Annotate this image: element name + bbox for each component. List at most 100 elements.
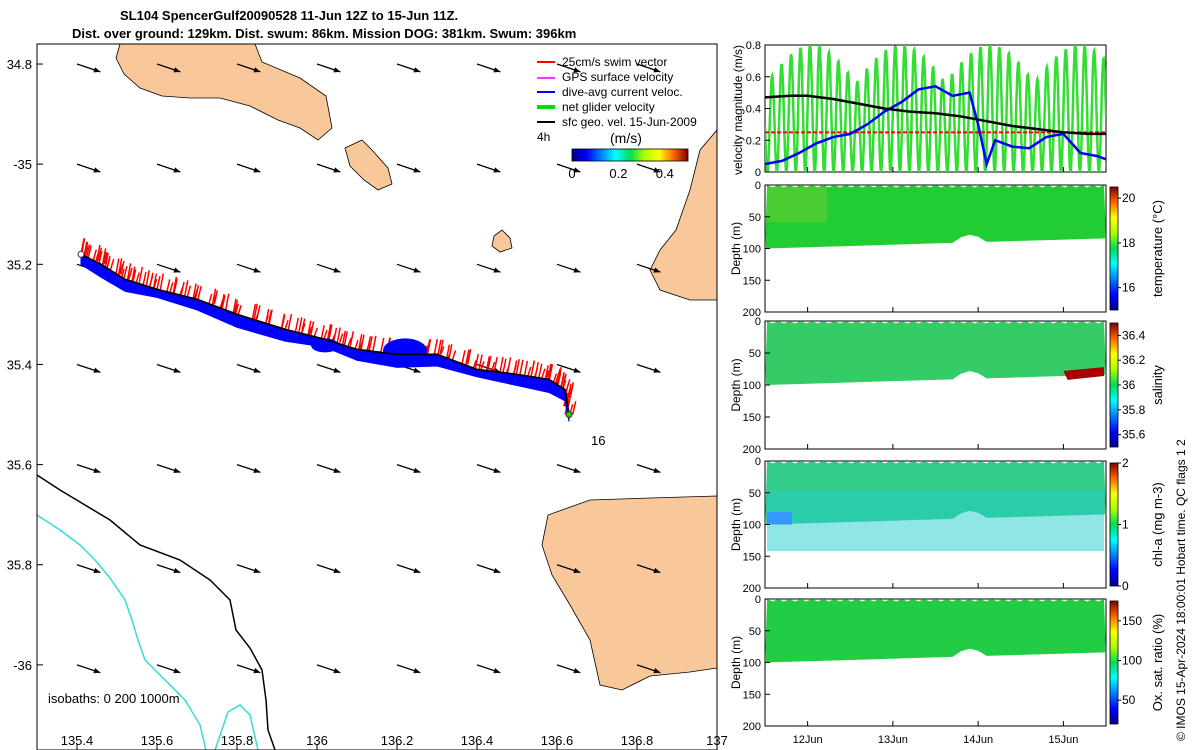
sfc-arrow-head: [93, 567, 101, 574]
series-sfc-geo-velocity: [765, 94, 1106, 136]
map-x-tick-label: 136: [306, 733, 328, 748]
sfc-arrow-head: [493, 467, 501, 473]
track-end-marker: [565, 411, 573, 419]
sfc-arrow-head: [653, 567, 661, 574]
chla-cyan-band: [767, 491, 1104, 551]
salinity-colorbar-tick-label: 35.8: [1122, 403, 1146, 417]
chla-colorbar-tick-label: 1: [1122, 518, 1129, 532]
oxygen-y-tick-label: 150: [743, 689, 761, 701]
map-y-tick-label: 35.4: [7, 357, 32, 372]
oxygen-data: [765, 599, 1106, 663]
chla-y-tick-label: 0: [755, 456, 761, 468]
temperature-colorbar-tick-label: 18: [1122, 236, 1136, 250]
temperature-data: [765, 185, 1106, 249]
sfc-arrow-head: [573, 467, 581, 473]
sfc-arrow-head: [573, 668, 581, 674]
salinity-y-tick-label: 200: [743, 444, 761, 456]
temperature-colorbar-tick-label: 20: [1122, 191, 1136, 205]
chart-title-line2: Dist. over ground: 129km. Dist. swum: 86…: [72, 26, 577, 41]
map-colorbar-tick-label: 0: [568, 166, 575, 181]
sfc-arrow-head: [253, 67, 261, 73]
velocity-y-tick-label: 0.4: [746, 104, 761, 116]
temperature-y-tick-label: 0: [755, 180, 761, 192]
salinity-y-tick-label: 100: [743, 380, 761, 392]
isobath-1000: [37, 514, 207, 750]
chla-y-tick-label: 200: [743, 583, 761, 595]
land-fleurieu: [649, 129, 717, 301]
sfc-arrow-head: [333, 167, 341, 173]
chla-colorbar-label: chl-a (mg m-3): [1150, 482, 1165, 567]
velocity-ylabel: velocity magnitude (m/s): [731, 45, 745, 175]
isobath-1000-b: [214, 704, 259, 750]
time-axis: 12Jun 13Jun 14Jun 15Jun: [793, 734, 1079, 746]
temperature-colorbar: [1109, 186, 1119, 311]
velocity-y-tick-label: 0: [755, 167, 761, 179]
oxygen-y-tick-label: 100: [743, 658, 761, 670]
dive-avg-current-blob: [383, 338, 427, 363]
salinity-y-tick-label: 50: [749, 348, 761, 360]
sfc-arrow-head: [253, 367, 261, 373]
panel-chla: 0 50 100 150 200 Depth (m) 0 1 2 chl-a (mg m-3): [729, 456, 1165, 595]
chla-colorbar-tick-label: 0: [1122, 579, 1129, 593]
velocity-series: [765, 45, 1106, 172]
panel-temperature: 0 50 100 150 200 Depth (m) 16 18 20 temperature (…: [729, 180, 1165, 319]
sfc-arrow-head: [573, 67, 581, 73]
oxygen-y-tick-label: 0: [755, 594, 761, 606]
oxygen-colorbar-tick-label: 100: [1122, 654, 1142, 668]
annotation-16: 16: [591, 433, 605, 448]
sfc-arrow-head: [493, 267, 501, 273]
velocity-y-tick-label: 0.8: [746, 40, 761, 52]
map-colorbar-ticks: 0 0.2 0.4: [568, 166, 673, 181]
sfc-arrow-head: [253, 167, 261, 173]
glider-track: [77, 238, 577, 422]
velocity-y-tick-label: 0.6: [746, 72, 761, 84]
salinity-y-tick-label: 0: [755, 316, 761, 328]
map-colorbar-tick-label: 0.4: [656, 166, 674, 181]
chla-colorbar-tick-label: 2: [1122, 456, 1129, 470]
land-island-east: [344, 139, 393, 191]
chla-y-tick-label: 100: [743, 520, 761, 532]
legend-net-velocity: net glider velocity: [562, 100, 655, 114]
temperature-y-tick-label: 100: [743, 244, 761, 256]
temperature-colorbar-tick-label: 16: [1122, 281, 1136, 295]
velocity-ticks: 0 0.2 0.4 0.6 0.8: [746, 40, 1064, 179]
swim-vector-fringe: [80, 238, 577, 415]
oxygen-y-tick-label: 200: [743, 721, 761, 733]
map-x-tick-label: 135.8: [221, 733, 254, 748]
panel-oxygen: 0 50 100 150 200 Depth (m) 50 100 150 Ox. sat. ra…: [729, 594, 1165, 733]
temperature-colorbar-label: temperature (°C): [1150, 200, 1165, 297]
sfc-arrow-head: [333, 467, 341, 473]
map-colorbar-label: (m/s): [610, 130, 642, 146]
panel-salinity: 0 50 100 150 200 Depth (m) 35.6 35.8 36 36.2 36.4 s…: [729, 316, 1165, 456]
sfc-arrow-head: [573, 567, 581, 574]
sfc-arrow-head: [253, 567, 261, 574]
time-tick-label: 15Jun: [1048, 734, 1078, 746]
salinity-colorbar-label: salinity: [1150, 365, 1165, 405]
map-y-tick-label: 35.6: [7, 458, 32, 473]
chla-y-tick-label: 50: [749, 488, 761, 500]
series-dive-avg-current: [765, 84, 1106, 169]
legend-gps-velocity: GPS surface velocity: [562, 70, 673, 84]
salinity-data: [765, 321, 1106, 385]
isobaths-label: isobaths: 0 200 1000m: [48, 691, 180, 706]
sfc-arrow-head: [93, 167, 101, 173]
sfc-arrow-head: [333, 367, 341, 373]
sfc-arrow-head: [413, 467, 421, 473]
salinity-colorbar: [1109, 322, 1119, 448]
sfc-arrow-head: [173, 167, 181, 173]
map-legend: 25cm/s swim vector GPS surface velocity …: [537, 55, 697, 181]
chla-colorbar: [1109, 462, 1119, 587]
temperature-ylabel: Depth (m): [729, 222, 743, 275]
sfc-arrow-head: [413, 167, 421, 173]
sfc-arrow-head: [653, 467, 661, 473]
sfc-arrow-head: [173, 67, 181, 73]
sfc-arrow-head: [413, 367, 421, 373]
glider-path-line: [80, 253, 570, 415]
map-x-tick-label: 135.6: [141, 733, 174, 748]
oxygen-y-tick-label: 50: [749, 626, 761, 638]
map-y-tick-label: 34.8: [7, 57, 32, 72]
sfc-arrow-head: [413, 267, 421, 273]
time-tick-label: 13Jun: [878, 734, 908, 746]
temperature-y-tick-label: 200: [743, 307, 761, 319]
